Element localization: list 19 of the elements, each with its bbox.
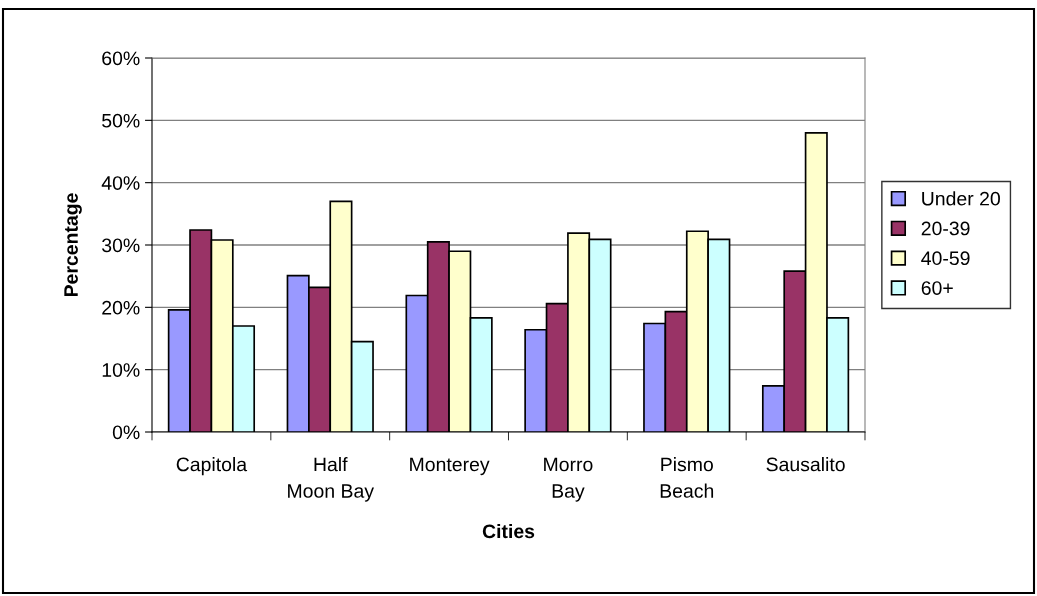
- y-tick-label: 40%: [101, 176, 140, 190]
- legend-label: 20-39: [921, 221, 970, 236]
- legend-label: 60+: [921, 281, 953, 295]
- x-tick-label: Morro Bay: [544, 457, 593, 502]
- x-axis-title: Cities: [482, 523, 535, 539]
- x-tick-label: Half Moon Bay: [288, 457, 374, 502]
- y-tick-label: 20%: [102, 300, 140, 315]
- legend-label: 40-59: [921, 251, 970, 266]
- y-tick-label: 30%: [102, 238, 140, 253]
- y-axis-title: Percentage: [64, 193, 82, 297]
- y-tick-label: 10%: [102, 363, 140, 377]
- x-tick-label: Pismo Beach: [660, 457, 714, 498]
- legend-label: Under 20: [922, 191, 1000, 206]
- x-tick-label: Monterey: [410, 457, 490, 476]
- y-tick-label: 60%: [102, 51, 140, 66]
- y-tick-label: 50%: [102, 113, 140, 128]
- x-tick-label: Capitola: [176, 457, 248, 476]
- x-tick-label: Sausalito: [766, 457, 845, 472]
- y-tick-label: 0%: [112, 425, 140, 440]
